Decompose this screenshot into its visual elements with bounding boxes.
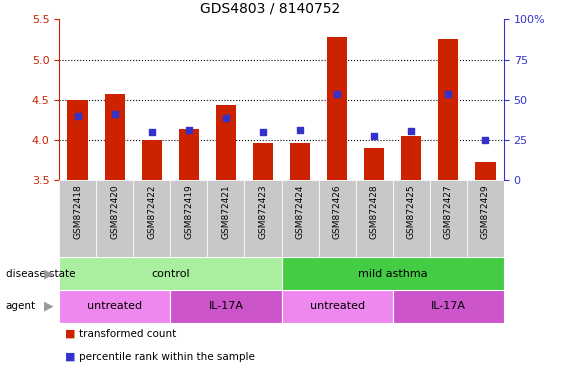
Text: percentile rank within the sample: percentile rank within the sample	[79, 352, 254, 362]
Bar	[171, 290, 282, 323]
Bar	[59, 180, 96, 257]
Bar	[393, 180, 430, 257]
Text: untreated: untreated	[310, 301, 365, 311]
Text: GSM872422: GSM872422	[148, 184, 157, 239]
Text: mild asthma: mild asthma	[358, 268, 427, 279]
Text: IL-17A: IL-17A	[208, 301, 243, 311]
Bar	[105, 94, 125, 180]
Bar	[393, 290, 504, 323]
Point	[406, 128, 415, 134]
Text: GDS4803 / 8140752: GDS4803 / 8140752	[200, 2, 341, 15]
Bar	[430, 180, 467, 257]
Bar	[282, 257, 504, 290]
Bar	[171, 180, 207, 257]
Bar	[59, 290, 171, 323]
Point	[73, 113, 82, 119]
Text: GSM872419: GSM872419	[184, 184, 193, 239]
Bar	[401, 136, 422, 180]
Text: GSM872423: GSM872423	[258, 184, 267, 239]
Text: GSM872425: GSM872425	[406, 184, 415, 239]
Bar	[68, 100, 88, 180]
Point	[481, 137, 490, 143]
Bar	[438, 40, 458, 180]
Bar	[59, 257, 282, 290]
Point	[221, 115, 230, 121]
Text: GSM872426: GSM872426	[333, 184, 342, 239]
Bar	[244, 180, 282, 257]
Text: GSM872418: GSM872418	[73, 184, 82, 239]
Point	[370, 133, 379, 139]
Point	[444, 91, 453, 97]
Bar	[141, 140, 162, 180]
Bar	[253, 142, 273, 180]
Bar	[178, 129, 199, 180]
Text: untreated: untreated	[87, 301, 142, 311]
Point	[184, 127, 193, 133]
Bar	[282, 180, 319, 257]
Bar	[364, 148, 385, 180]
Text: ▶: ▶	[44, 267, 53, 280]
Bar	[467, 180, 504, 257]
Text: ■: ■	[65, 352, 75, 362]
Bar	[216, 105, 236, 180]
Text: GSM872427: GSM872427	[444, 184, 453, 239]
Text: GSM872424: GSM872424	[296, 184, 305, 239]
Bar	[96, 180, 133, 257]
Text: transformed count: transformed count	[79, 329, 176, 339]
Bar	[356, 180, 393, 257]
Bar	[133, 180, 171, 257]
Text: disease state: disease state	[6, 268, 75, 279]
Bar	[207, 180, 244, 257]
Text: GSM872428: GSM872428	[370, 184, 379, 239]
Point	[110, 111, 119, 118]
Bar	[475, 162, 495, 180]
Text: ▶: ▶	[44, 300, 53, 313]
Text: GSM872420: GSM872420	[110, 184, 119, 239]
Text: ■: ■	[65, 329, 75, 339]
Text: agent: agent	[6, 301, 36, 311]
Point	[333, 91, 342, 97]
Text: control: control	[151, 268, 190, 279]
Point	[258, 129, 267, 135]
Text: GSM872429: GSM872429	[481, 184, 490, 239]
Bar	[282, 290, 393, 323]
Bar	[319, 180, 356, 257]
Point	[296, 127, 305, 133]
Bar	[327, 37, 347, 180]
Text: IL-17A: IL-17A	[431, 301, 466, 311]
Bar	[290, 143, 310, 180]
Point	[148, 129, 157, 135]
Text: GSM872421: GSM872421	[221, 184, 230, 239]
